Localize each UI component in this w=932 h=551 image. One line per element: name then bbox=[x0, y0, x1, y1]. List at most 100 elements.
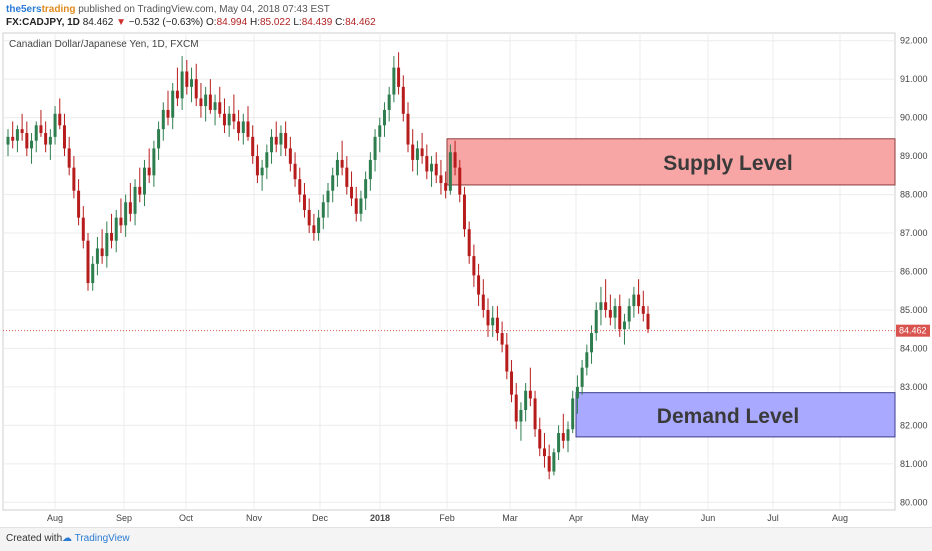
candle-body bbox=[364, 179, 368, 199]
price-tick-label: 84.000 bbox=[900, 343, 928, 353]
candle-body bbox=[467, 229, 471, 257]
candle-body bbox=[495, 317, 499, 334]
candle-body bbox=[331, 175, 335, 191]
time-tick-label: Aug bbox=[832, 513, 848, 523]
price-tick-label: 91.000 bbox=[900, 74, 928, 84]
candle-body bbox=[571, 398, 575, 430]
candle-body bbox=[218, 102, 222, 114]
zones: Supply Level Demand Level bbox=[446, 138, 896, 438]
candle-body bbox=[284, 133, 288, 149]
candle-body bbox=[6, 136, 10, 145]
publish-line: the5erstrading published on TradingView.… bbox=[6, 4, 330, 15]
candle-body bbox=[444, 183, 448, 191]
candle-body bbox=[641, 306, 645, 314]
chart-header: the5erstrading published on TradingView.… bbox=[0, 0, 932, 30]
price-tick-label: 90.000 bbox=[900, 113, 928, 123]
last-price-tag bbox=[896, 324, 930, 337]
candle-body bbox=[265, 152, 269, 168]
candle-body bbox=[420, 148, 424, 157]
down-arrow-icon: ▼ bbox=[116, 17, 126, 28]
price-tick-label: 89.000 bbox=[900, 151, 928, 161]
candle-body bbox=[58, 113, 62, 126]
last-price: 84.462 bbox=[82, 17, 114, 28]
candle-body bbox=[557, 433, 561, 453]
candle-body bbox=[406, 113, 410, 145]
candle-body bbox=[251, 136, 255, 157]
price-chart[interactable]: Supply Level Demand Level 80.000 81.000 82.… bbox=[0, 0, 932, 527]
candle-body bbox=[128, 202, 132, 214]
price-tick-label: 85.000 bbox=[900, 305, 928, 315]
candle-body bbox=[453, 152, 457, 168]
cloud-icon: ☁ bbox=[62, 533, 72, 544]
candle-body bbox=[373, 136, 377, 160]
candle-body bbox=[590, 333, 594, 353]
candle-body bbox=[246, 121, 250, 137]
high-value: 85.022 bbox=[259, 17, 291, 28]
candle-body bbox=[566, 429, 570, 441]
candle-body bbox=[11, 136, 15, 141]
candle-body bbox=[627, 306, 631, 322]
candle-body bbox=[604, 302, 608, 310]
candle-body bbox=[138, 186, 142, 195]
time-tick-label: May bbox=[631, 513, 649, 523]
candle-body bbox=[274, 136, 278, 145]
low-label: L: bbox=[293, 17, 302, 28]
candle-body bbox=[185, 71, 189, 87]
candle-body bbox=[354, 198, 358, 214]
candle-body bbox=[382, 109, 386, 126]
time-tick-label: Jun bbox=[701, 513, 716, 523]
price-tick-label: 87.000 bbox=[900, 228, 928, 238]
author-link[interactable]: the5ers bbox=[6, 4, 42, 15]
price-tick-label: 92.000 bbox=[900, 36, 928, 46]
candle-body bbox=[72, 167, 76, 191]
candle-body bbox=[194, 79, 198, 99]
candle-body bbox=[500, 333, 504, 345]
price-tick-label: 80.000 bbox=[900, 497, 928, 507]
candle-body bbox=[345, 167, 349, 187]
candle-body bbox=[34, 125, 38, 141]
candle-body bbox=[397, 67, 401, 87]
time-tick-label: Mar bbox=[502, 513, 518, 523]
candle-body bbox=[312, 225, 316, 234]
tradingview-logo[interactable]: ☁ TradingView bbox=[62, 533, 130, 544]
candle-body bbox=[241, 121, 245, 134]
candle-body bbox=[510, 371, 514, 395]
candle-body bbox=[44, 133, 48, 145]
candle-body bbox=[81, 217, 85, 241]
author-link-suffix[interactable]: trading bbox=[41, 4, 76, 15]
candle-body bbox=[270, 136, 274, 153]
candle-body bbox=[67, 148, 71, 168]
candle-body bbox=[335, 159, 339, 176]
candle-body bbox=[477, 275, 481, 295]
candle-body bbox=[462, 194, 466, 230]
candle-body bbox=[53, 113, 57, 137]
candle-body bbox=[350, 186, 354, 199]
candle-body bbox=[204, 94, 208, 107]
time-tick-label: Jul bbox=[767, 513, 779, 523]
supply-zone bbox=[446, 138, 896, 186]
published-text: published on TradingView.com, May 04, 20… bbox=[78, 4, 330, 15]
candle-body bbox=[142, 167, 146, 195]
candle-body bbox=[180, 71, 184, 99]
price-axis[interactable]: 80.000 81.000 82.000 83.000 84.000 85.000 86.0… bbox=[900, 36, 928, 508]
candle-body bbox=[317, 217, 321, 234]
candle-body bbox=[15, 129, 19, 141]
price-change: −0.532 (−0.63%) bbox=[128, 17, 204, 28]
close-value: 84.462 bbox=[345, 17, 376, 28]
time-axis[interactable]: Aug Sep Oct Nov Dec 2018 Feb Mar Apr May Jun Jul Aug bbox=[47, 513, 848, 523]
candle-body bbox=[632, 294, 636, 307]
candle-body bbox=[124, 202, 128, 226]
candle-body bbox=[133, 186, 137, 214]
candle-body bbox=[255, 156, 259, 176]
candle-body bbox=[307, 209, 311, 226]
candle-body bbox=[585, 352, 589, 368]
candle-body bbox=[401, 86, 405, 114]
candle-body bbox=[237, 121, 241, 134]
candle-body bbox=[458, 167, 462, 195]
candle-body bbox=[147, 167, 151, 176]
candle-body bbox=[378, 125, 382, 137]
time-tick-label: Dec bbox=[312, 513, 329, 523]
candle-body bbox=[368, 159, 372, 180]
candle-body bbox=[514, 394, 518, 422]
candle-body bbox=[575, 386, 579, 399]
